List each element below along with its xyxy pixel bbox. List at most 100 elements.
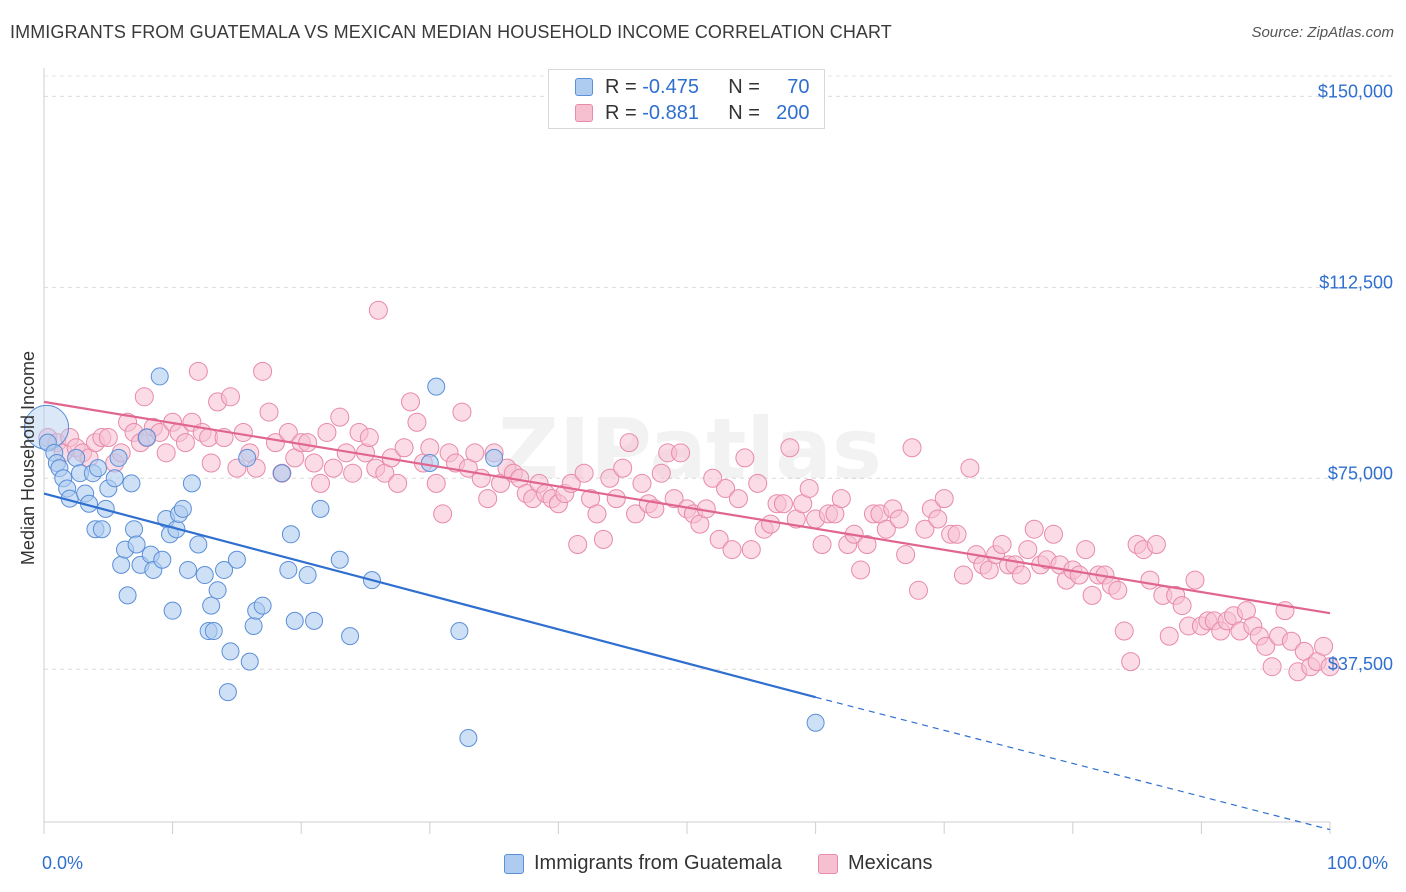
mexican-point-165 xyxy=(1082,585,1102,605)
guatemala-point-61 xyxy=(311,499,330,518)
guatemala-point-67 xyxy=(450,622,469,641)
mexican-point-169 xyxy=(1108,580,1128,600)
guatemala-point-34 xyxy=(163,601,182,620)
mexican-point-57 xyxy=(388,473,408,493)
guatemala-point-19 xyxy=(109,448,128,467)
legend-label: Mexicans xyxy=(848,852,933,874)
mexican-point-109 xyxy=(722,540,742,560)
mexican-point-175 xyxy=(1146,534,1166,554)
watermark-text: ZIPatlas xyxy=(498,400,882,498)
mexican-point-135 xyxy=(889,509,909,529)
x-min-label: 0.0% xyxy=(42,853,84,873)
chart-title: IMMIGRANTS FROM GUATEMALA VS MEXICAN MED… xyxy=(10,22,892,42)
mexican-point-85 xyxy=(568,534,588,554)
guatemala-point-37 xyxy=(173,499,192,518)
mexican-point-115 xyxy=(761,514,781,534)
guatemala-point-14 xyxy=(89,459,108,478)
y-tick-label-3: $37,500 xyxy=(1328,654,1393,674)
mexican-point-44 xyxy=(310,473,330,493)
legend-r-label: R = xyxy=(605,101,643,124)
mexican-point-91 xyxy=(606,489,626,509)
mexican-point-93 xyxy=(619,433,639,453)
mexican-point-141 xyxy=(928,509,948,529)
mexican-point-136 xyxy=(896,545,916,565)
guatemala-point-27 xyxy=(137,428,156,447)
mexican-point-174 xyxy=(1140,570,1160,590)
legend-row-guatemala: R = -0.475 N = 70 xyxy=(575,75,810,99)
mexican-point-71 xyxy=(478,489,498,509)
guatemala-swatch xyxy=(504,853,524,874)
mexican-point-196 xyxy=(1281,631,1301,651)
guatemala-point-57 xyxy=(281,525,300,544)
mexican-point-60 xyxy=(407,412,427,432)
mexican-point-146 xyxy=(960,458,980,478)
mexican-point-97 xyxy=(645,499,665,519)
guatemala-point-20 xyxy=(112,555,131,574)
mexican-point-100 xyxy=(664,489,684,509)
guatemala-point-48 xyxy=(221,642,240,661)
mexican-point-90 xyxy=(600,468,620,488)
mexican-point-144 xyxy=(947,524,967,544)
guatemala-point-43 xyxy=(202,596,221,615)
mexican-point-129 xyxy=(851,560,871,580)
mexican-point-67 xyxy=(452,402,472,422)
mexican-point-45 xyxy=(317,422,337,442)
guatemala-point-45 xyxy=(208,581,227,600)
guatemala-point-52 xyxy=(244,616,263,635)
mexican-point-64 xyxy=(433,504,453,524)
guatemala-point-40 xyxy=(189,535,208,554)
mexican-point-19 xyxy=(156,443,176,463)
guatemala-point-25 xyxy=(127,535,146,554)
guatemala-point-63 xyxy=(341,627,360,646)
guatemala-point-44 xyxy=(204,622,223,641)
mexican-point-54 xyxy=(368,300,388,320)
mexican-point-138 xyxy=(908,580,928,600)
mexican-point-63 xyxy=(426,473,446,493)
mexican-point-106 xyxy=(703,468,723,488)
guatemala-points xyxy=(24,367,825,747)
guatemala-point-69 xyxy=(485,448,504,467)
guatemala-trend-line xyxy=(43,492,816,699)
mexican-point-24 xyxy=(188,361,208,381)
mexican-point-22 xyxy=(175,433,195,453)
mexican-point-59 xyxy=(401,392,421,412)
mexican-point-111 xyxy=(735,448,755,468)
mexican-point-170 xyxy=(1114,621,1134,641)
mexican-point-121 xyxy=(799,478,819,498)
trend-lines xyxy=(43,400,1331,831)
mexicans-swatch xyxy=(818,853,838,874)
guatemala-point-47 xyxy=(218,683,237,702)
mexican-point-192 xyxy=(1256,636,1276,656)
legend-r-value: -0.881 xyxy=(642,101,699,124)
guatemala-point-50 xyxy=(238,448,257,467)
guatemala-point-41 xyxy=(195,566,214,585)
mexican-point-133 xyxy=(876,519,896,539)
mexican-point-30 xyxy=(220,387,240,407)
legend-n-label: N = xyxy=(728,75,766,98)
legend-n-label: N = xyxy=(728,101,766,124)
mexican-point-201 xyxy=(1314,636,1334,656)
mexican-point-32 xyxy=(233,422,253,442)
mexican-point-101 xyxy=(671,443,691,463)
mexican-point-118 xyxy=(780,438,800,458)
guatemala-point-31 xyxy=(153,550,172,569)
guatemala-point-15 xyxy=(92,520,111,539)
mexicans-swatch xyxy=(575,104,593,122)
watermark: ZIPatlas xyxy=(498,400,882,498)
mexican-point-139 xyxy=(915,519,935,539)
mexican-point-126 xyxy=(831,489,851,509)
mexican-point-58 xyxy=(394,438,414,458)
mexican-point-107 xyxy=(709,529,729,549)
mexican-point-181 xyxy=(1185,570,1205,590)
guatemala-point-62 xyxy=(330,550,349,569)
mexican-point-142 xyxy=(934,489,954,509)
mexican-point-163 xyxy=(1069,565,1089,585)
mexican-point-117 xyxy=(773,494,793,514)
mexican-point-86 xyxy=(574,463,594,483)
y-tick-labels: $150,000 $112,500 $75,000 $37,500 xyxy=(1318,81,1393,674)
guatemala-swatch xyxy=(575,78,593,96)
guatemala-point-68 xyxy=(459,728,478,747)
mexican-point-202 xyxy=(1320,657,1340,677)
guatemala-point-30 xyxy=(150,367,169,386)
